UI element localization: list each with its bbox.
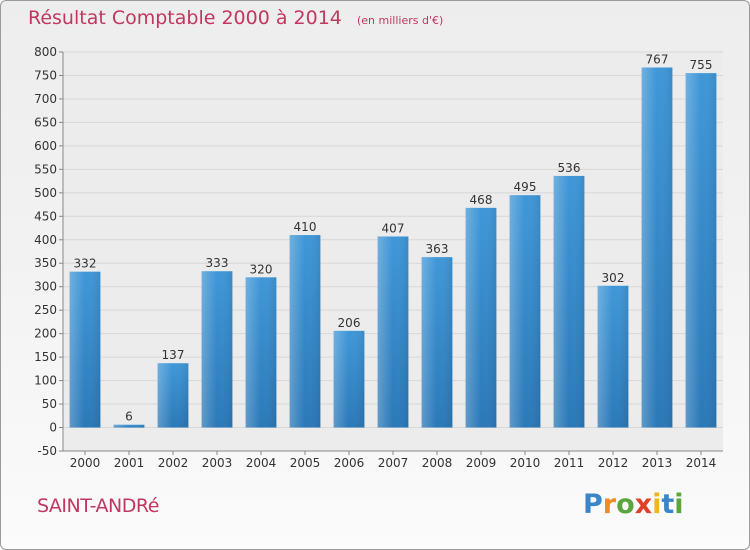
bar-value-label: 410 (294, 220, 317, 234)
y-tick-label: 150 (34, 350, 57, 364)
town-name: SAINT-ANDRé (37, 495, 159, 517)
title-line: Résultat Comptable 2000 à 2014 (en milli… (28, 7, 443, 29)
y-tick-label: 250 (34, 303, 57, 317)
logo-letter: i (674, 489, 684, 520)
chart-title: Résultat Comptable 2000 à 2014 (28, 7, 342, 29)
y-tick-label: 300 (34, 280, 57, 294)
y-tick-label: 500 (34, 186, 57, 200)
y-tick-label: 800 (34, 45, 57, 59)
x-tick-label: 2010 (510, 456, 541, 470)
bar-shine (465, 207, 497, 428)
bar-shine (597, 285, 629, 428)
bar-value-label: 755 (690, 58, 713, 72)
logo-letter: r (602, 489, 617, 520)
x-tick-label: 2014 (686, 456, 717, 470)
y-tick-label: 450 (34, 209, 57, 223)
x-tick-label: 2001 (114, 456, 145, 470)
bar-shine (685, 73, 717, 428)
bar-shine (509, 195, 541, 428)
x-tick-label: 2013 (642, 456, 673, 470)
bar-shine (553, 175, 585, 428)
logo-letter: i (652, 489, 662, 520)
bar-value-label: 536 (558, 161, 581, 175)
bar-shine (377, 236, 409, 428)
logo-letter: P (583, 489, 603, 520)
y-tick-label: 50 (42, 397, 57, 411)
x-tick-label: 2000 (70, 456, 101, 470)
bar-value-label: 333 (206, 256, 229, 270)
y-tick-label: 0 (49, 421, 57, 435)
y-tick-label: 550 (34, 162, 57, 176)
logo-letter: t (661, 489, 675, 520)
bar-shine (245, 277, 277, 428)
bar-shine (113, 424, 145, 428)
bar-value-label: 320 (250, 262, 273, 276)
bar-shine (157, 363, 189, 428)
bar-shine (641, 67, 673, 428)
logo-letter: o (616, 489, 635, 520)
x-tick-label: 2005 (290, 456, 321, 470)
bar-value-label: 137 (162, 348, 185, 362)
x-tick-label: 2009 (466, 456, 497, 470)
x-tick-label: 2004 (246, 456, 277, 470)
x-tick-label: 2003 (202, 456, 233, 470)
bar-shine (421, 257, 453, 428)
bar-shine (69, 271, 101, 428)
bar-shine (289, 235, 321, 428)
bar-value-label: 302 (602, 271, 625, 285)
y-tick-label: 400 (34, 233, 57, 247)
x-tick-label: 2002 (158, 456, 189, 470)
chart-subtitle: (en milliers d'€) (356, 14, 444, 27)
bar-value-label: 468 (470, 193, 493, 207)
y-tick-label: 600 (34, 139, 57, 153)
bar-chart: -50 0 50 100 150 200 250 300 350 400 450 500 550 600 6… (34, 45, 723, 470)
x-tick-label: 2008 (422, 456, 453, 470)
bar-value-label: 6 (125, 410, 133, 424)
y-tick-label: 650 (34, 115, 57, 129)
proxiti-logo: Proxiti (583, 489, 684, 520)
y-tick-label: 200 (34, 327, 57, 341)
bar-value-label: 332 (74, 257, 97, 271)
x-tick-label: 2006 (334, 456, 365, 470)
bar-value-label: 206 (338, 316, 361, 330)
logo-letter: x (634, 489, 653, 520)
x-tick-label: 2012 (598, 456, 629, 470)
x-tick-label: 2007 (378, 456, 409, 470)
y-tick-label: 350 (34, 256, 57, 270)
bar-value-label: 767 (646, 52, 669, 66)
bar-shine (333, 330, 365, 428)
y-tick-label: 750 (34, 68, 57, 82)
bar-value-label: 495 (514, 180, 537, 194)
y-tick-label: 100 (34, 374, 57, 388)
bar-shine (201, 271, 233, 428)
y-tick-label: 700 (34, 92, 57, 106)
bar-value-label: 407 (382, 221, 405, 235)
y-tick-label: -50 (37, 444, 57, 458)
bar-value-label: 363 (426, 242, 449, 256)
x-tick-label: 2011 (554, 456, 585, 470)
